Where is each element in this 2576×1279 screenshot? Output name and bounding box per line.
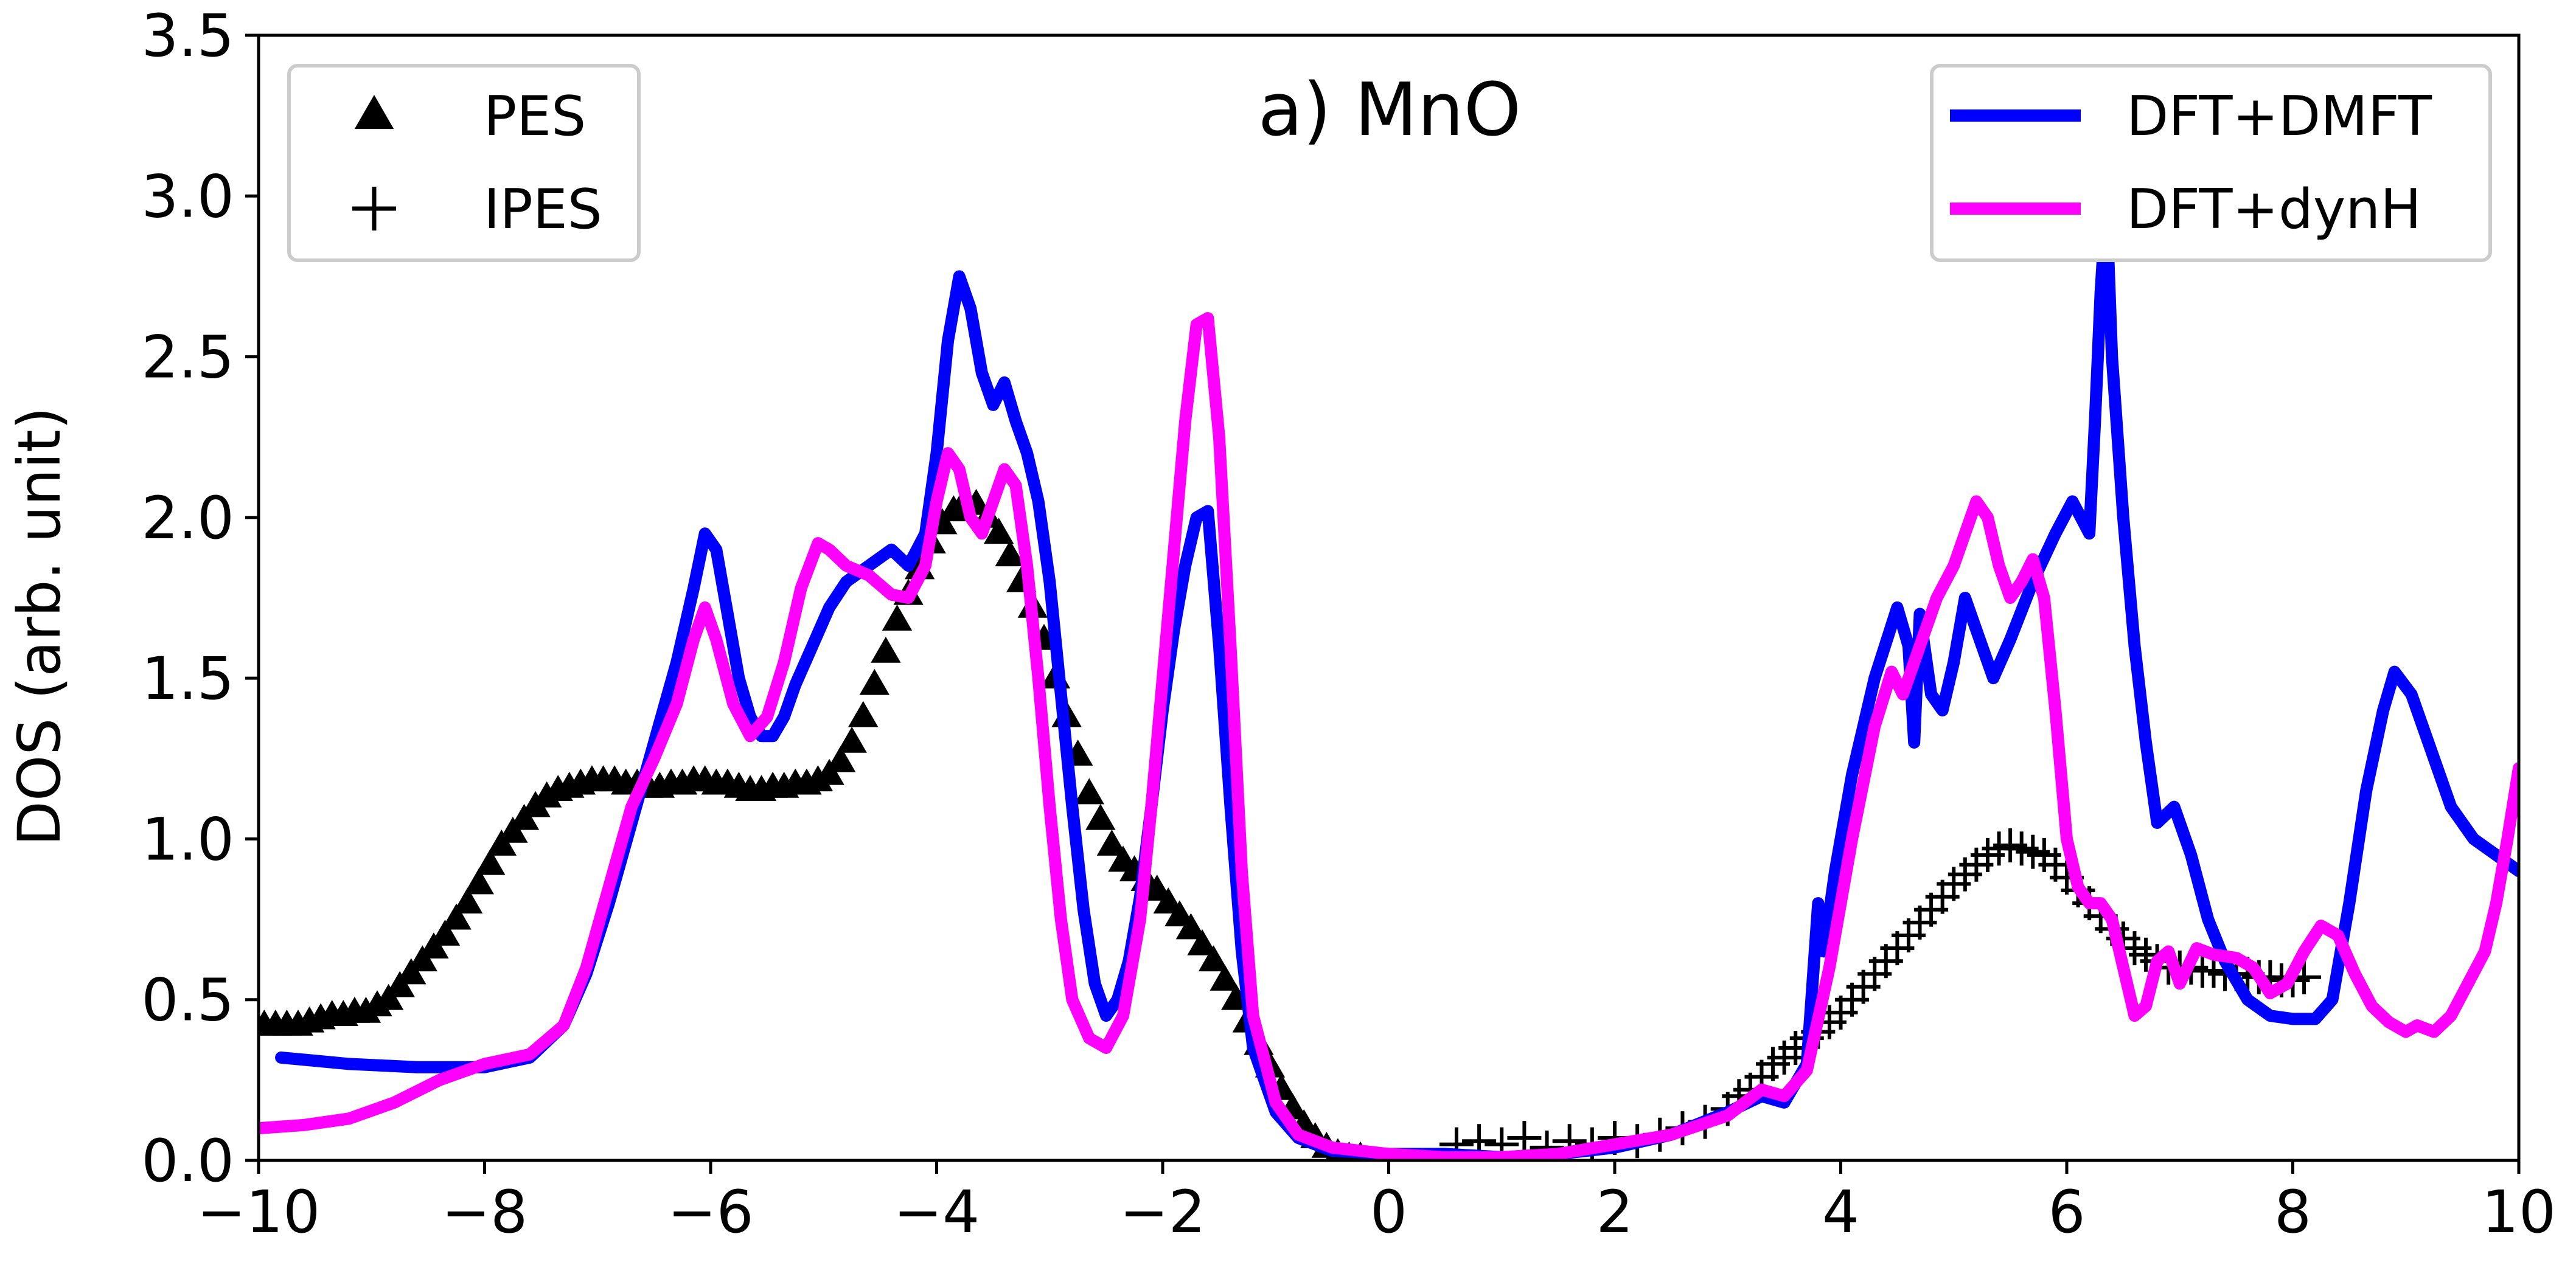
pes-point [430,920,461,946]
legend-label: PES [484,85,586,148]
pes-point [859,668,890,695]
ipes-point [1507,1121,1542,1155]
pes-point [882,605,913,631]
pes-point [848,701,879,727]
series-dft-dynh-line [259,312,2519,1160]
x-tick-label: −6 [667,1178,754,1246]
x-tick-label: −8 [442,1178,528,1246]
x-tick-label: 10 [2482,1178,2556,1246]
pes-point [1074,778,1104,805]
pes-point [837,726,867,753]
x-tick-label: 8 [2274,1178,2311,1246]
x-tick-label: 2 [1596,1178,1633,1246]
pes-point [475,848,506,875]
pes-point [1210,965,1240,991]
y-tick-label: 0.0 [141,1127,234,1195]
legend-label: DFT+dynH [2126,178,2421,241]
y-tick-label: 1.0 [141,805,234,873]
y-tick-label: 1.5 [141,645,234,713]
pes-point [995,540,1025,567]
pes-point [1198,945,1229,972]
pes-point [464,868,494,895]
y-tick-label: 3.0 [141,162,234,230]
legend-label: IPES [484,178,602,241]
pes-point [825,746,856,772]
legend-ipes-marker [352,187,396,230]
x-tick-label: 4 [1822,1178,1859,1246]
pes-point [452,887,483,914]
legend-label: DFT+DMFT [2126,85,2432,148]
pes-point [871,636,901,663]
pes-point [1085,803,1116,830]
y-tick-label: 3.5 [141,2,234,70]
pes-point [1175,913,1206,940]
y-tick-label: 2.0 [141,484,234,552]
y-axis-title: DOS (arb. unit) [5,407,74,846]
chart-title: a) MnO [1258,68,1522,153]
pes-point [1096,830,1127,856]
y-tick-label: 0.5 [141,966,234,1035]
pes-point [1187,929,1217,955]
x-tick-label: −4 [894,1178,980,1246]
x-tick-label: 0 [1370,1178,1407,1246]
pes-point [983,518,1014,544]
x-tick-label: −2 [1119,1178,1206,1246]
pes-point [441,903,472,930]
x-tick-label: −10 [197,1178,321,1246]
x-tick-label: 6 [2048,1178,2085,1246]
legend-pes-marker [354,95,394,130]
y-tick-label: 2.5 [141,324,234,392]
